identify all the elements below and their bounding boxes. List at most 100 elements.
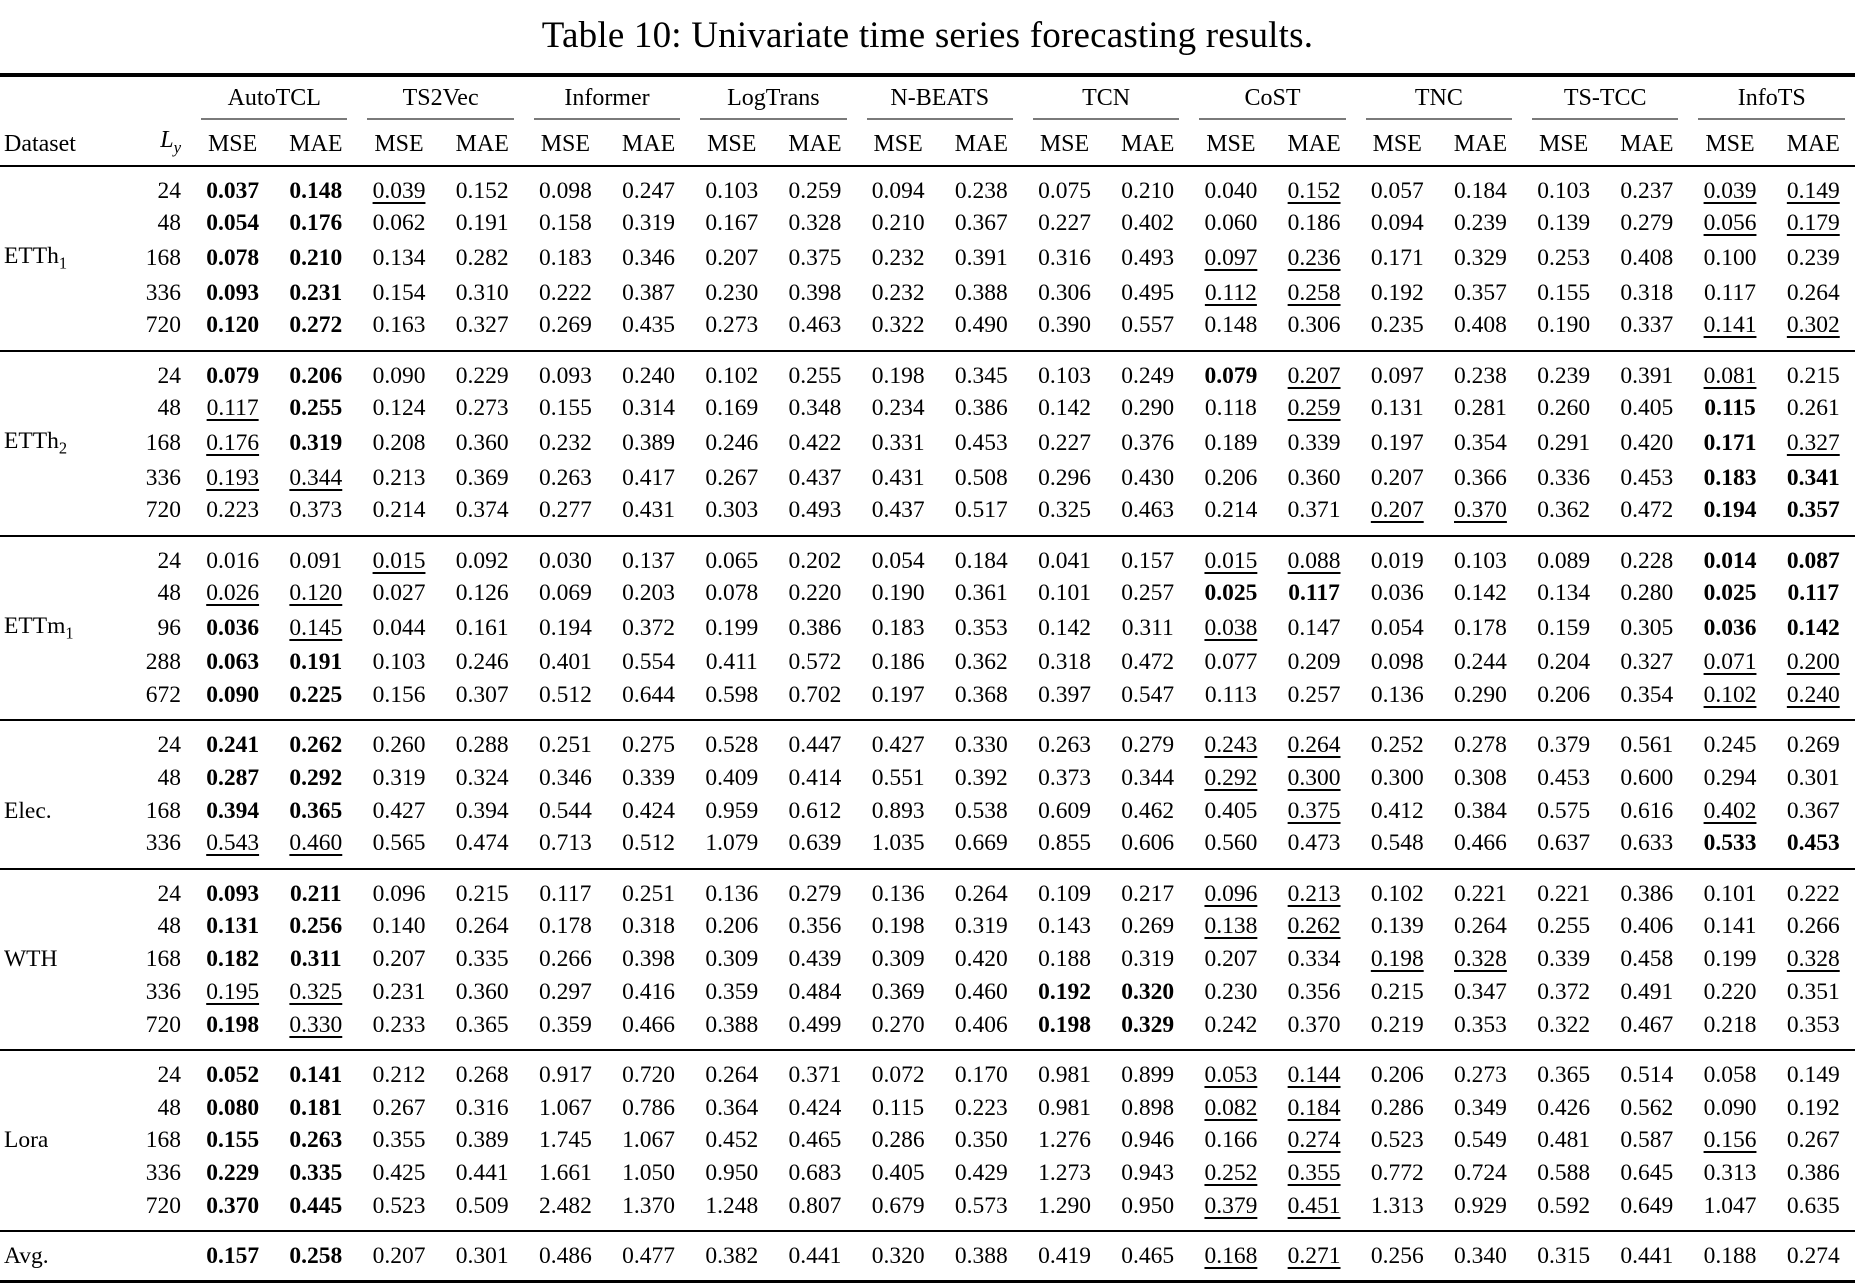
value-cell: 0.144 <box>1272 1048 1356 1092</box>
value-cell: 0.353 <box>1786 1011 1840 1038</box>
value-cell: 0.408 <box>1620 245 1674 272</box>
value-cell: 0.509 <box>455 1192 509 1219</box>
value-cell: 0.264 <box>1786 279 1840 306</box>
value-cell: 0.231 <box>372 978 426 1005</box>
value-cell: 0.357 <box>1772 494 1855 536</box>
best-value: 0.037 <box>206 177 260 204</box>
dataset-label <box>0 166 122 208</box>
method-group-header: TS2Vec <box>357 75 523 121</box>
value-cell: 0.232 <box>871 279 925 306</box>
value-cell: 0.039 <box>1688 166 1771 208</box>
dataset-label <box>0 1157 122 1190</box>
value-cell: 0.544 <box>538 797 592 824</box>
dataset-column-header: Dataset <box>0 121 123 167</box>
value-cell: 0.320 <box>856 1229 940 1282</box>
value-cell: 0.252 <box>1189 1157 1272 1190</box>
best-value: 0.194 <box>1703 497 1757 524</box>
value-cell: 0.386 <box>1605 867 1689 911</box>
value-cell: 1.661 <box>538 1159 592 1186</box>
value-cell: 0.213 <box>1272 867 1356 911</box>
value-cell: 0.807 <box>788 1192 842 1219</box>
value-cell: 0.204 <box>1537 649 1591 676</box>
value-cell: 0.267 <box>1786 1127 1840 1154</box>
value-cell: 0.486 <box>523 1229 607 1282</box>
value-cell: 0.376 <box>1121 429 1175 456</box>
value-cell: 0.292 <box>1189 762 1272 795</box>
value-cell: 0.272 <box>274 309 357 351</box>
value-cell: 0.220 <box>788 580 842 607</box>
value-cell: 0.264 <box>455 913 509 940</box>
value-cell: 0.371 <box>773 1048 857 1092</box>
value-cell: 0.182 <box>191 943 274 976</box>
value-cell: 0.229 <box>440 349 524 393</box>
value-cell: 0.330 <box>274 1008 357 1050</box>
value-cell: 0.268 <box>440 1048 524 1092</box>
value-cell: 0.959 <box>705 797 759 824</box>
metric-header: MSE <box>1688 121 1772 167</box>
value-cell: 0.329 <box>1454 245 1507 272</box>
method-group-header: N-BEATS <box>857 75 1023 121</box>
second-best-value: 0.258 <box>1287 279 1341 306</box>
value-cell: 0.493 <box>788 497 842 524</box>
dataset-label <box>0 976 122 1009</box>
value-cell: 0.929 <box>1454 1192 1507 1219</box>
value-cell: 0.551 <box>871 765 925 792</box>
value-cell: 0.426 <box>1537 1094 1591 1121</box>
value-cell: 0.221 <box>1438 867 1523 911</box>
second-best-value: 0.168 <box>1204 1242 1258 1269</box>
value-cell: 0.437 <box>788 464 842 491</box>
value-cell: 0.134 <box>372 245 426 272</box>
value-cell: 0.078 <box>705 580 759 607</box>
best-value: 0.171 <box>1703 429 1757 456</box>
best-value: 0.320 <box>1121 978 1175 1005</box>
value-cell: 0.260 <box>1537 395 1591 422</box>
value-cell: 0.477 <box>606 1229 691 1282</box>
second-best-value: 0.102 <box>1703 682 1757 709</box>
value-cell: 1.370 <box>622 1192 676 1219</box>
method-group-label: CoST <box>1199 85 1346 120</box>
horizon-value <box>122 1229 192 1282</box>
value-cell: 0.190 <box>1537 312 1591 339</box>
value-cell: 0.093 <box>523 349 607 393</box>
value-cell: 0.214 <box>372 497 426 524</box>
value-cell: 0.037 <box>191 166 274 208</box>
value-cell: 0.082 <box>1189 1091 1272 1124</box>
value-cell: 0.142 <box>1772 610 1855 646</box>
value-cell: 0.207 <box>1370 464 1424 491</box>
value-cell: 0.893 <box>871 797 925 824</box>
value-cell: 0.417 <box>622 464 676 491</box>
best-value: 0.063 <box>206 649 260 676</box>
value-cell: 0.247 <box>622 177 676 204</box>
value-cell: 0.136 <box>1370 682 1424 709</box>
best-value: 0.329 <box>1121 1011 1175 1038</box>
second-best-value: 0.302 <box>1786 312 1840 339</box>
value-cell: 0.072 <box>856 1048 940 1092</box>
value-cell: 1.313 <box>1370 1192 1424 1219</box>
value-cell: 0.266 <box>538 946 592 973</box>
value-cell: 0.275 <box>606 719 691 762</box>
second-best-value: 0.207 <box>1287 362 1341 389</box>
value-cell: 0.572 <box>788 649 842 676</box>
best-value: 0.054 <box>206 210 260 237</box>
dataset-label <box>0 762 122 795</box>
second-best-value: 0.071 <box>1703 649 1757 676</box>
value-cell: 0.344 <box>274 461 357 494</box>
table-row: ETTm1 96 0.036 0.145 0.044 0.161 0.194 0.372 0.1… <box>0 610 1855 646</box>
value-cell: 0.328 <box>1772 943 1855 976</box>
second-best-value: 0.097 <box>1204 245 1258 272</box>
value-cell: 0.411 <box>705 649 758 676</box>
table-row: 288 0.063 0.191 0.103 0.246 0.401 0.554 0.411 0.… <box>0 646 1855 679</box>
value-cell: 0.225 <box>274 679 357 721</box>
value-cell: 0.616 <box>1620 797 1674 824</box>
value-cell: 0.462 <box>1121 797 1175 824</box>
value-cell: 0.036 <box>1688 610 1771 646</box>
value-cell: 0.097 <box>1189 240 1272 276</box>
table-row: 48 0.117 0.255 0.124 0.273 0.155 0.314 0.169 0.3… <box>0 392 1855 425</box>
method-group-header: CoST <box>1189 75 1355 121</box>
second-best-value: 0.370 <box>1454 497 1507 524</box>
value-cell: 0.427 <box>856 719 940 762</box>
value-cell: 0.368 <box>954 682 1008 709</box>
value-cell: 0.101 <box>1038 580 1091 607</box>
best-value: 0.036 <box>206 614 260 641</box>
method-group-label: TS-TCC <box>1532 85 1679 120</box>
